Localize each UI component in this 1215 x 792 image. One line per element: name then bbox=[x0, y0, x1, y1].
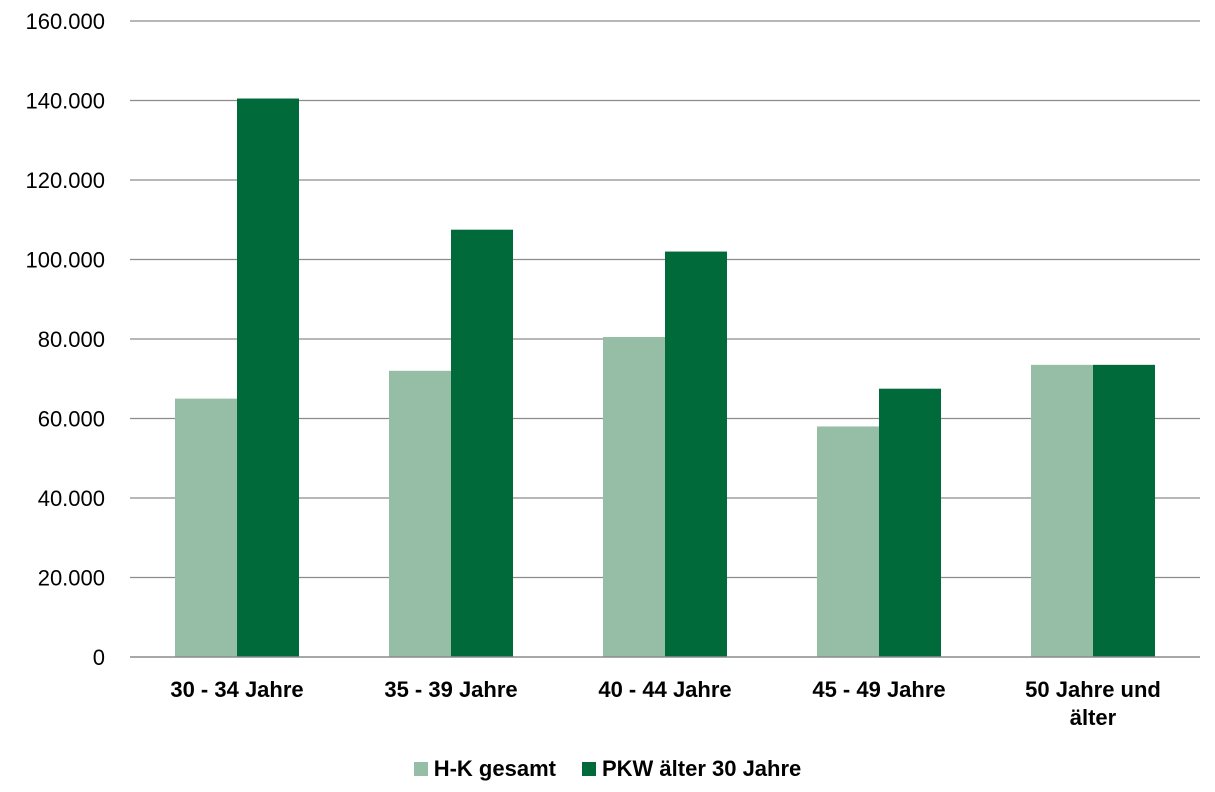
y-tick-label: 100.000 bbox=[25, 248, 105, 273]
bar-h-k-gesamt-35-39-jahre bbox=[389, 370, 451, 657]
legend-item-pkw-alter-30-jahre: PKW älter 30 Jahre bbox=[581, 756, 802, 782]
category-label-40-44-jahre: 40 - 44 Jahre bbox=[598, 677, 731, 702]
bar-h-k-gesamt-50-jahre-und-alter bbox=[1031, 364, 1093, 657]
y-tick-label: 140.000 bbox=[25, 89, 105, 114]
bar-pkw-alter-30-jahre-30-34-jahre bbox=[237, 98, 299, 657]
category-label-30-34-jahre: 30 - 34 Jahre bbox=[170, 677, 303, 702]
y-tick-label: 60.000 bbox=[38, 407, 105, 432]
legend-item-h-k-gesamt: H-K gesamt bbox=[413, 756, 556, 782]
bar-h-k-gesamt-40-44-jahre bbox=[603, 337, 665, 657]
bar-chart: 0 20.000 40.000 60.000 80.000 100.000 120.000 1… bbox=[25, 9, 1200, 730]
bar-pkw-alter-30-jahre-35-39-jahre bbox=[451, 229, 513, 657]
y-tick-label: 80.000 bbox=[38, 327, 105, 352]
y-tick-label: 160.000 bbox=[25, 9, 105, 34]
legend-label-pkw-alter-30-jahre: PKW älter 30 Jahre bbox=[601, 756, 802, 781]
legend-swatch-h-k-gesamt bbox=[413, 762, 428, 776]
y-tick-label: 20.000 bbox=[38, 566, 105, 591]
y-axis-tick-labels: 0 20.000 40.000 60.000 80.000 100.000 120.000 1… bbox=[25, 9, 105, 670]
category-labels: 30 - 34 Jahre 35 - 39 Jahre 40 - 44 Jahre 4… bbox=[170, 677, 1161, 730]
y-tick-label: 120.000 bbox=[25, 168, 105, 193]
y-tick-label: 40.000 bbox=[38, 486, 105, 511]
bar-pkw-alter-30-jahre-50-jahre-und-alter bbox=[1093, 364, 1155, 657]
legend-swatch-pkw-alter-30-jahre bbox=[581, 762, 596, 776]
bars bbox=[175, 98, 1155, 658]
bar-h-k-gesamt-30-34-jahre bbox=[175, 398, 237, 657]
y-tick-label: 0 bbox=[93, 645, 105, 670]
category-label-45-49-jahre: 45 - 49 Jahre bbox=[812, 677, 945, 702]
legend: H-K gesamt PKW älter 30 Jahre bbox=[0, 756, 1215, 782]
bar-pkw-alter-30-jahre-40-44-jahre bbox=[665, 251, 727, 658]
bar-pkw-alter-30-jahre-45-49-jahre bbox=[879, 388, 941, 657]
category-label-35-39-jahre: 35 - 39 Jahre bbox=[384, 677, 517, 702]
bar-h-k-gesamt-45-49-jahre bbox=[817, 426, 879, 657]
legend-label-h-k-gesamt: H-K gesamt bbox=[433, 756, 556, 781]
category-label-50-jahre-und-alter: 50 Jahre und älter bbox=[1025, 677, 1161, 730]
